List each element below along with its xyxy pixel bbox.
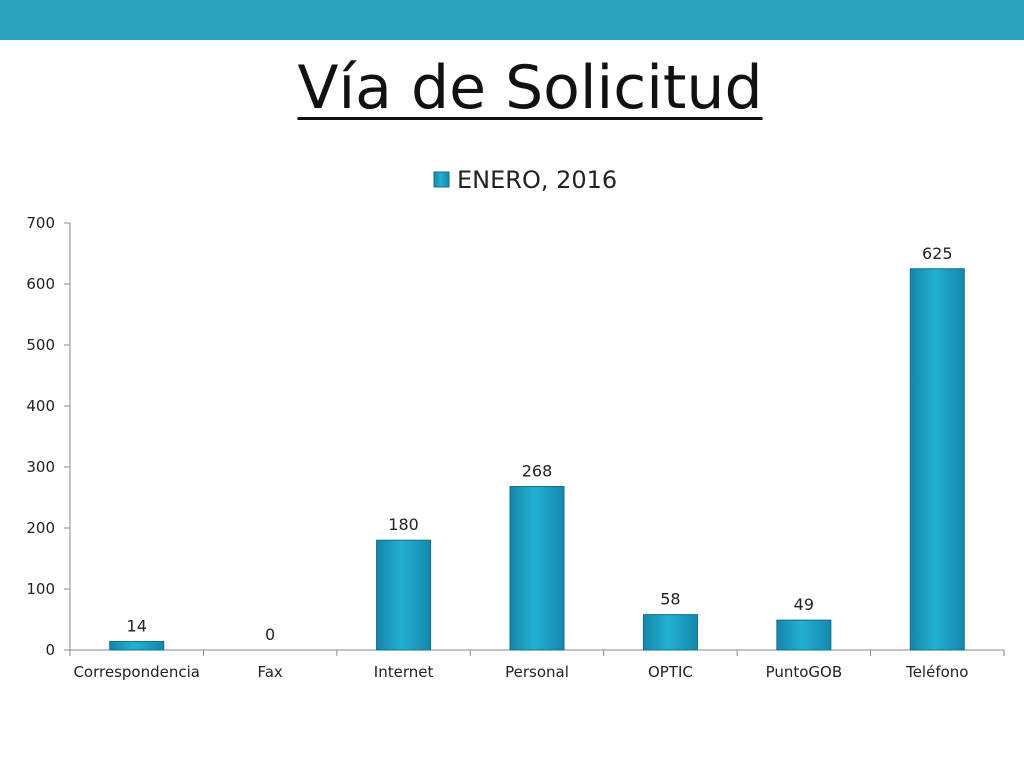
data-label-internet: 180 xyxy=(388,515,419,534)
y-tick-label: 500 xyxy=(26,336,55,354)
x-tick-label-puntogob: PuntoGOB xyxy=(766,663,843,681)
top-accent-bar xyxy=(0,0,1024,40)
chart-legend: ENERO, 2016 xyxy=(433,166,617,194)
bar-puntogob xyxy=(776,619,832,651)
data-label-teléfono: 625 xyxy=(922,244,953,263)
bar-personal xyxy=(509,486,565,651)
legend-label: ENERO, 2016 xyxy=(457,166,617,194)
y-tick-label: 0 xyxy=(45,641,55,659)
bar-internet xyxy=(376,539,432,651)
x-tick-label-personal: Personal xyxy=(505,663,569,681)
legend-swatch xyxy=(433,171,450,188)
bar-teléfono xyxy=(909,268,965,651)
data-label-correspondencia: 14 xyxy=(127,616,147,635)
data-label-optic: 58 xyxy=(660,590,680,609)
chart-axes: 0 100 200 300 400 500 600 700 xyxy=(26,214,1005,659)
y-tick-label: 200 xyxy=(26,519,55,537)
x-tick-label-correspondencia: Correspondencia xyxy=(73,663,200,681)
x-tick-label-internet: Internet xyxy=(374,663,434,681)
data-label-fax: 0 xyxy=(265,625,275,644)
slide-title: Vía de Solicitud xyxy=(297,53,763,123)
data-label-puntogob: 49 xyxy=(794,595,814,614)
chart-bars xyxy=(109,268,965,651)
x-tick-label-fax: Fax xyxy=(257,663,282,681)
bar-optic xyxy=(642,614,698,651)
y-tick-label: 300 xyxy=(26,458,55,476)
chart-labels: 14 Correspondencia 0 Fax 180 Internet 268 Perso… xyxy=(73,244,968,681)
y-tick-label: 100 xyxy=(26,580,55,598)
bar-correspondencia xyxy=(109,640,165,651)
y-tick-label: 700 xyxy=(26,214,55,232)
x-tick-label-optic: OPTIC xyxy=(648,663,693,681)
y-tick-label: 600 xyxy=(26,275,55,293)
data-label-personal: 268 xyxy=(522,462,553,481)
x-tick-label-teléfono: Teléfono xyxy=(905,663,968,681)
y-tick-label: 400 xyxy=(26,397,55,415)
